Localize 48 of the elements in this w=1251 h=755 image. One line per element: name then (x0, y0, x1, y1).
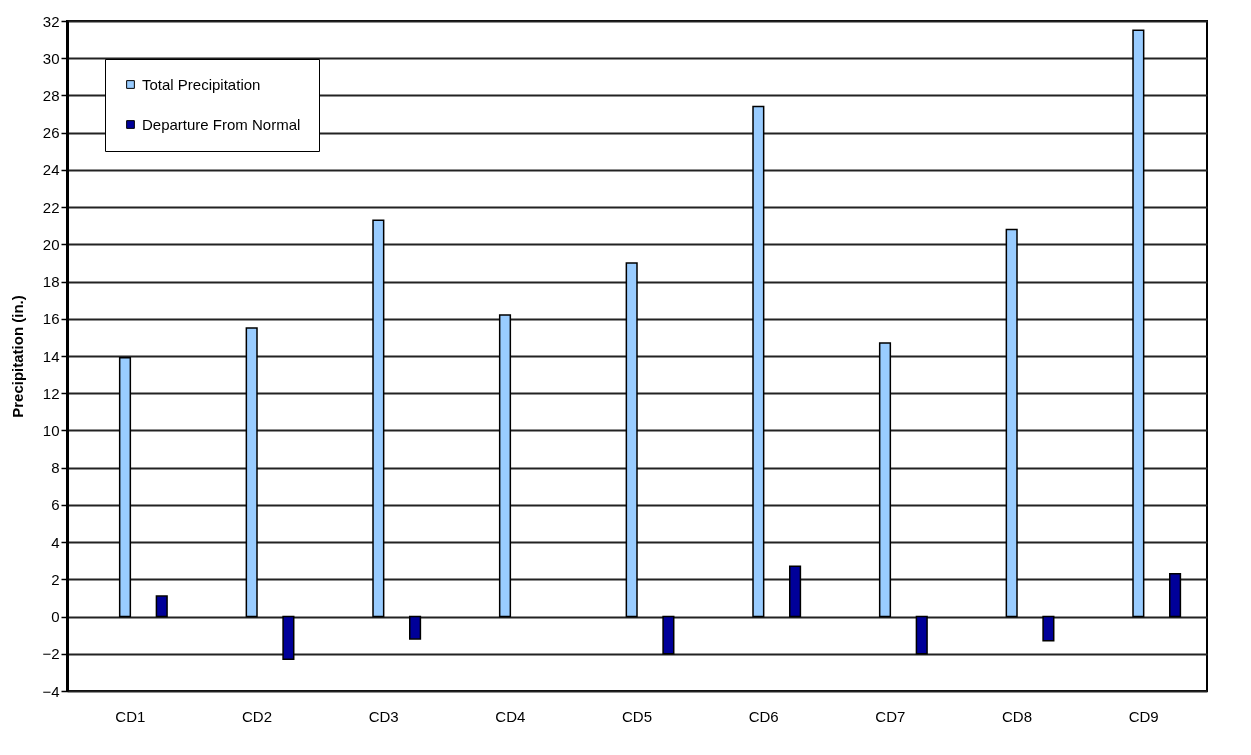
bar (155, 595, 168, 618)
y-tick-label: −2 (42, 645, 60, 663)
bar (789, 565, 802, 618)
bar (282, 615, 295, 661)
bar (1005, 228, 1018, 618)
x-tick-label: CD4 (495, 707, 526, 725)
y-tick-label: 8 (51, 459, 60, 477)
y-tick-label: 10 (42, 421, 60, 439)
y-tick-label: 24 (42, 161, 60, 179)
x-tick-label: CD9 (1128, 707, 1159, 725)
y-tick-label: 22 (42, 198, 60, 216)
legend-label: Total Precipitation (142, 75, 261, 93)
x-tick-label: CD8 (1001, 707, 1033, 725)
y-tick-label: 26 (42, 124, 60, 142)
y-tick-label: 30 (42, 49, 60, 67)
x-tick-label: CD7 (875, 707, 906, 725)
bar (1132, 29, 1145, 618)
y-tick-label: 2 (51, 570, 60, 588)
x-tick-label: CD1 (115, 707, 146, 725)
x-tick-label: CD2 (241, 707, 273, 725)
x-tick-label: CD3 (368, 707, 399, 725)
y-tick-label: 14 (42, 347, 60, 365)
y-tick-label: 16 (42, 310, 60, 328)
bar (625, 262, 638, 618)
x-tick-label: CD6 (748, 707, 779, 725)
bar (245, 327, 258, 618)
y-tick-label: 18 (42, 273, 60, 291)
y-tick-label: 0 (51, 608, 60, 626)
y-tick-label: 6 (51, 496, 60, 514)
y-tick-label: 4 (51, 533, 60, 551)
bar (915, 615, 928, 655)
y-tick-label: −4 (42, 682, 60, 700)
y-tick-label: 32 (42, 12, 60, 30)
bar (409, 615, 422, 640)
bar (1169, 573, 1182, 618)
bar (752, 105, 765, 618)
x-tick-label: CD5 (621, 707, 653, 725)
bar (878, 342, 892, 618)
y-axis-title: Precipitation (in.) (9, 295, 27, 418)
bar (662, 615, 675, 655)
bar (118, 357, 132, 618)
legend-label: Departure From Normal (142, 115, 301, 133)
y-tick-label: 28 (42, 86, 60, 104)
y-tick-label: 20 (42, 235, 60, 253)
bar (372, 219, 385, 618)
bar (1042, 615, 1055, 642)
y-tick-label: 12 (42, 384, 60, 402)
bar (498, 314, 512, 618)
